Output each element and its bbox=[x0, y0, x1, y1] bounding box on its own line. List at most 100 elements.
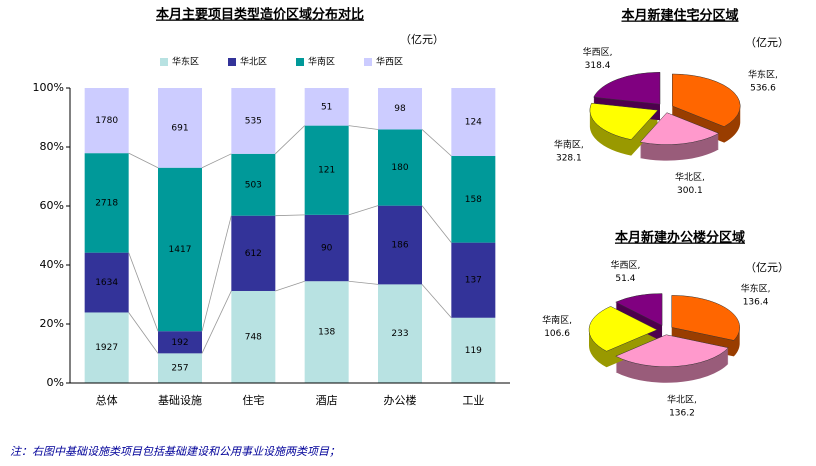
data-label: 503 bbox=[245, 180, 262, 190]
pie-slice bbox=[672, 73, 741, 127]
bar-segment bbox=[231, 215, 276, 291]
data-label: 180 bbox=[391, 163, 408, 173]
series-line bbox=[275, 125, 305, 155]
legend-swatch bbox=[296, 58, 304, 66]
x-tick-label: 住宅 bbox=[242, 393, 264, 407]
series-line bbox=[348, 125, 379, 130]
legend-swatch bbox=[228, 58, 236, 66]
pie-category-label: 华北区, bbox=[675, 171, 705, 183]
series-line bbox=[421, 129, 452, 157]
data-label: 186 bbox=[391, 241, 408, 251]
y-tick-label: 0% bbox=[47, 376, 64, 389]
pie-value-label: 536.6 bbox=[750, 83, 776, 93]
x-tick-label: 基础设施 bbox=[158, 394, 202, 407]
data-label: 119 bbox=[465, 346, 482, 356]
pie-category-label: 华南区, bbox=[554, 139, 584, 151]
unit-label: （亿元） bbox=[745, 261, 789, 274]
y-tick-label: 60% bbox=[40, 199, 64, 212]
chart-title: 本月新建办公楼分区域 bbox=[615, 230, 745, 246]
data-label: 121 bbox=[318, 166, 335, 176]
pie-category-label: 华东区, bbox=[748, 68, 778, 80]
pie-category-label: 华北区, bbox=[667, 394, 697, 406]
unit-label: （亿元） bbox=[745, 36, 789, 49]
legend-label: 华南区 bbox=[308, 56, 335, 68]
y-tick-label: 80% bbox=[40, 140, 64, 153]
chart-title: 本月主要项目类型造价区域分布对比 bbox=[156, 7, 364, 23]
series-line bbox=[128, 312, 159, 354]
chart-title: 本月新建住宅分区域 bbox=[621, 8, 738, 24]
pie-slice bbox=[593, 72, 661, 105]
series-line bbox=[421, 284, 452, 319]
x-tick-label: 酒店 bbox=[316, 393, 338, 407]
series-line bbox=[275, 280, 305, 292]
data-label: 138 bbox=[318, 328, 335, 338]
legend-label: 华东区 bbox=[172, 56, 199, 68]
series-line bbox=[201, 215, 232, 332]
y-tick-label: 20% bbox=[40, 317, 64, 330]
data-label: 51 bbox=[321, 102, 332, 112]
bar-segment bbox=[158, 88, 202, 168]
bar-segment bbox=[304, 125, 349, 215]
data-label: 1417 bbox=[169, 245, 192, 255]
bar-segment bbox=[304, 88, 349, 126]
y-tick-label: 100% bbox=[33, 81, 64, 94]
pie-slice bbox=[615, 334, 729, 367]
series-line bbox=[275, 214, 305, 217]
bar-segment bbox=[378, 205, 422, 285]
data-label: 257 bbox=[171, 364, 188, 374]
pie-value-label: 136.4 bbox=[743, 298, 769, 308]
pie-slice bbox=[589, 102, 659, 140]
bar-segment bbox=[451, 317, 496, 383]
x-tick-label: 办公楼 bbox=[384, 393, 417, 407]
bar-segment bbox=[378, 284, 422, 383]
data-label: 124 bbox=[465, 117, 482, 127]
bar-segment bbox=[84, 153, 129, 253]
bar-segment bbox=[158, 331, 202, 354]
pie-slice bbox=[588, 306, 658, 352]
bar-segment bbox=[451, 155, 496, 243]
data-label: 233 bbox=[391, 329, 408, 339]
data-label: 98 bbox=[394, 104, 406, 114]
pie-category-label: 华西区, bbox=[611, 259, 641, 271]
series-line bbox=[201, 290, 232, 354]
data-label: 1780 bbox=[95, 116, 118, 126]
x-tick-label: 工业 bbox=[462, 394, 484, 407]
y-tick-label: 40% bbox=[40, 258, 64, 271]
pie-value-label: 106.6 bbox=[544, 329, 570, 339]
bar-segment bbox=[451, 242, 496, 318]
series-line bbox=[128, 152, 159, 169]
bar-segment bbox=[231, 290, 276, 383]
pie-value-label: 51.4 bbox=[615, 274, 635, 284]
bar-segment bbox=[158, 167, 202, 332]
legend-swatch bbox=[364, 58, 372, 66]
series-line bbox=[348, 280, 379, 285]
bar-segment bbox=[158, 353, 202, 383]
data-label: 1927 bbox=[95, 343, 118, 353]
bar-segment bbox=[84, 252, 129, 313]
legend-swatch bbox=[160, 58, 168, 66]
pie-slice bbox=[671, 295, 740, 341]
data-label: 691 bbox=[171, 123, 188, 133]
series-line bbox=[128, 252, 159, 332]
x-tick-label: 总体 bbox=[96, 393, 118, 407]
pie-value-label: 300.1 bbox=[677, 186, 703, 196]
unit-label: （亿元） bbox=[400, 33, 444, 46]
bar-segment bbox=[231, 153, 276, 216]
bar-segment bbox=[84, 88, 129, 154]
pie-category-label: 华东区, bbox=[741, 283, 771, 295]
data-label: 158 bbox=[465, 195, 482, 205]
data-label: 535 bbox=[245, 116, 262, 126]
bar-segment bbox=[231, 88, 276, 154]
bar-segment bbox=[378, 129, 422, 206]
legend-label: 华北区 bbox=[240, 56, 267, 68]
series-line bbox=[201, 153, 232, 169]
pie-slice bbox=[615, 293, 663, 326]
bar-segment bbox=[84, 312, 129, 383]
pie-category-label: 华西区, bbox=[583, 46, 613, 58]
pie-category-label: 华南区, bbox=[542, 314, 572, 326]
bar-segment bbox=[304, 214, 349, 282]
data-label: 1634 bbox=[95, 278, 118, 288]
data-label: 137 bbox=[465, 276, 482, 286]
pie-value-label: 328.1 bbox=[556, 154, 582, 164]
